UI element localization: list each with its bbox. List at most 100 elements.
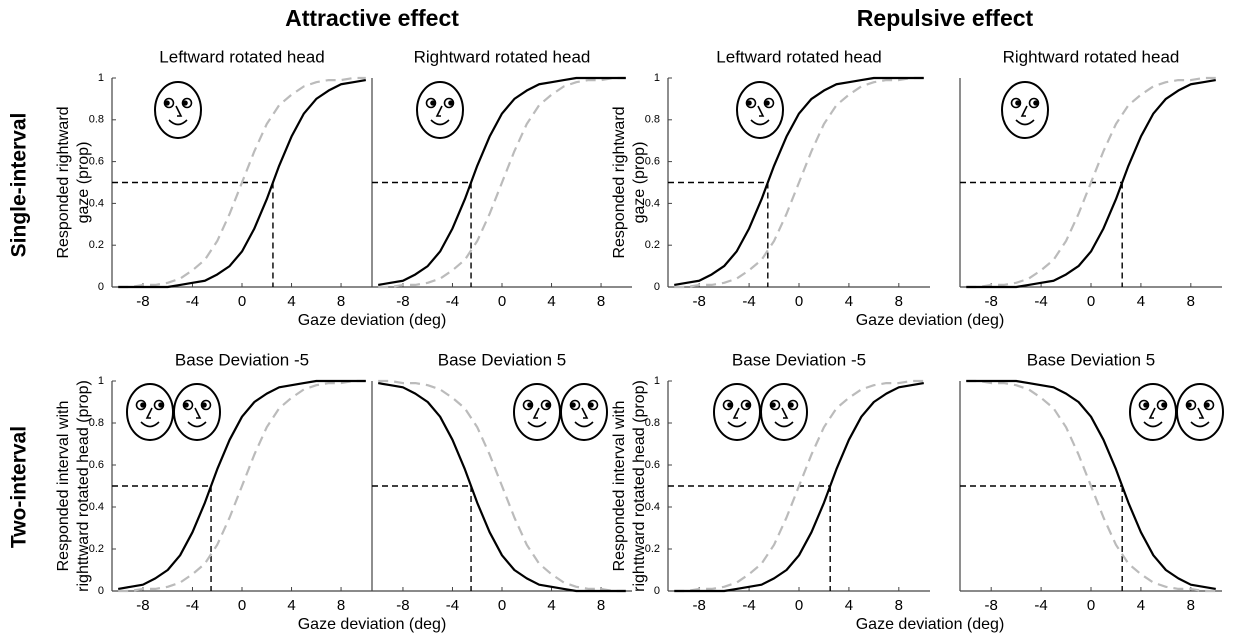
x-axis-label: Gaze deviation (deg) bbox=[856, 312, 1005, 329]
face-pupil bbox=[1143, 402, 1148, 407]
x-axis-label: Gaze deviation (deg) bbox=[298, 616, 447, 633]
panel-title: Base Deviation -5 bbox=[175, 350, 309, 369]
y-tick-label: 0 bbox=[654, 585, 660, 597]
face-pupil bbox=[1033, 100, 1038, 105]
y-axis-label: Responded rightward bbox=[55, 106, 72, 258]
x-tick-label: 0 bbox=[795, 597, 803, 614]
figure: Attractive effectRepulsive effectSingle-… bbox=[0, 0, 1233, 636]
x-tick-label: -4 bbox=[446, 597, 459, 614]
x-tick-label: -8 bbox=[136, 597, 149, 614]
face-nose bbox=[1150, 408, 1155, 418]
x-tick-label: 8 bbox=[337, 597, 345, 614]
face-pupil bbox=[765, 100, 770, 105]
x-tick-label: 0 bbox=[1087, 293, 1095, 310]
face-pupil bbox=[745, 402, 750, 407]
x-tick-label: -8 bbox=[396, 293, 409, 310]
x-tick-label: 0 bbox=[498, 597, 506, 614]
panel-title: Rightward rotated head bbox=[1003, 47, 1180, 66]
x-tick-label: 0 bbox=[238, 597, 246, 614]
y-tick-label: 0.8 bbox=[89, 114, 104, 126]
face-icon bbox=[417, 82, 463, 138]
face-nose bbox=[734, 408, 739, 418]
face-pupil bbox=[589, 402, 594, 407]
face-icon bbox=[174, 384, 220, 440]
panel-title: Leftward rotated head bbox=[716, 47, 881, 66]
y-tick-label: 0 bbox=[654, 281, 660, 293]
face-pupil bbox=[1015, 100, 1020, 105]
x-tick-label: -4 bbox=[742, 597, 755, 614]
face-icon bbox=[1177, 384, 1223, 440]
face-mouth bbox=[431, 120, 449, 125]
face-pupil bbox=[202, 402, 207, 407]
face-pupil bbox=[183, 100, 188, 105]
face-pupil bbox=[140, 402, 145, 407]
x-tick-label: 4 bbox=[287, 597, 295, 614]
x-tick-label: -4 bbox=[742, 293, 755, 310]
y-tick-label: 1 bbox=[654, 375, 660, 387]
x-tick-label: 0 bbox=[1087, 597, 1095, 614]
row-title: Single-interval bbox=[8, 113, 31, 258]
x-tick-label: 4 bbox=[547, 597, 555, 614]
y-tick-label: 0 bbox=[98, 281, 104, 293]
x-tick-label: -8 bbox=[693, 293, 706, 310]
y-tick-label: 0.2 bbox=[645, 239, 660, 251]
face-mouth bbox=[751, 120, 769, 125]
x-tick-label: -4 bbox=[186, 597, 199, 614]
y-tick-label: 0.2 bbox=[89, 239, 104, 251]
panel-title: Leftward rotated head bbox=[159, 47, 324, 66]
y-axis-label: gaze (prop) bbox=[631, 142, 648, 224]
face-pupil bbox=[747, 100, 752, 105]
face-icon bbox=[127, 384, 173, 440]
face-mouth bbox=[141, 422, 159, 427]
face-pupil bbox=[165, 100, 170, 105]
face-mouth bbox=[775, 422, 793, 427]
face-pupil bbox=[448, 100, 453, 105]
x-tick-label: 0 bbox=[238, 293, 246, 310]
panel-title: Base Deviation 5 bbox=[438, 350, 567, 369]
x-tick-label: -4 bbox=[446, 293, 459, 310]
face-icon bbox=[561, 384, 607, 440]
y-tick-label: 1 bbox=[98, 375, 104, 387]
face-mouth bbox=[728, 422, 746, 427]
face-pupil bbox=[789, 402, 794, 407]
x-tick-label: 8 bbox=[895, 597, 903, 614]
x-tick-label: 8 bbox=[1187, 293, 1195, 310]
y-axis-label: righttward rotated head (prop) bbox=[631, 380, 648, 592]
x-tick-label: -8 bbox=[985, 597, 998, 614]
face-pupil bbox=[1161, 402, 1166, 407]
y-tick-label: 0 bbox=[98, 585, 104, 597]
face-pupil bbox=[571, 402, 576, 407]
face-icon bbox=[761, 384, 807, 440]
face-nose bbox=[534, 408, 539, 418]
x-tick-label: 0 bbox=[795, 293, 803, 310]
face-pupil bbox=[727, 402, 732, 407]
x-axis-label: Gaze deviation (deg) bbox=[856, 616, 1005, 633]
row-title: Two-interval bbox=[8, 426, 31, 548]
x-axis-label: Gaze deviation (deg) bbox=[298, 312, 447, 329]
y-axis-label: Responded interval with bbox=[611, 401, 628, 572]
face-icon bbox=[714, 384, 760, 440]
face-pupil bbox=[158, 402, 163, 407]
face-icon bbox=[1002, 82, 1048, 138]
face-nose bbox=[1198, 408, 1203, 418]
x-tick-label: 8 bbox=[1187, 597, 1195, 614]
y-tick-label: 1 bbox=[654, 72, 660, 84]
x-tick-label: 4 bbox=[287, 293, 295, 310]
y-axis-label: gaze (prop) bbox=[75, 142, 92, 224]
face-pupil bbox=[527, 402, 532, 407]
panel-title: Base Deviation -5 bbox=[732, 350, 866, 369]
face-mouth bbox=[575, 422, 593, 427]
face-mouth bbox=[1016, 120, 1034, 125]
y-tick-label: 1 bbox=[98, 72, 104, 84]
panel-title: Base Deviation 5 bbox=[1027, 350, 1156, 369]
face-icon bbox=[155, 82, 201, 138]
y-axis-label: Responded interval with bbox=[55, 401, 72, 572]
face-icon bbox=[1130, 384, 1176, 440]
x-tick-label: -4 bbox=[1034, 293, 1047, 310]
face-mouth bbox=[1144, 422, 1162, 427]
face-nose bbox=[758, 106, 763, 116]
x-tick-label: 4 bbox=[1137, 597, 1145, 614]
face-nose bbox=[195, 408, 200, 418]
face-icon bbox=[514, 384, 560, 440]
page: Attractive effectRepulsive effectSingle-… bbox=[0, 0, 1233, 636]
